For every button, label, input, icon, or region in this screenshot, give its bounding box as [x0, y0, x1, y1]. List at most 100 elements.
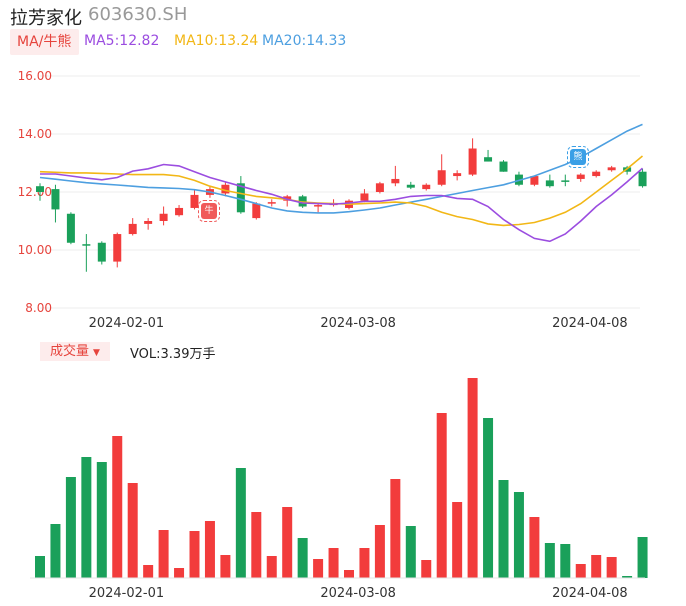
- candle-body: [159, 213, 168, 221]
- volume-bar: [328, 548, 339, 578]
- volume-bar: [266, 556, 277, 578]
- volume-bar: [174, 568, 185, 578]
- volume-bar: [374, 525, 385, 578]
- volume-bar: [390, 479, 401, 578]
- volume-bar: [513, 492, 524, 578]
- candle-body: [113, 234, 122, 262]
- volume-bar: [560, 544, 571, 578]
- candle-body: [561, 180, 570, 182]
- volume-bar: [452, 502, 463, 578]
- volume-bar: [544, 543, 555, 578]
- ma-indicator-selector[interactable]: MA/牛熊: [10, 29, 80, 55]
- candle-body: [236, 183, 245, 213]
- bear-marker-icon[interactable]: 熊: [567, 146, 589, 168]
- candle-body: [453, 173, 462, 177]
- x-tick-label: 2024-04-08: [552, 316, 628, 331]
- volume-bar: [344, 570, 354, 578]
- volume-bar: [436, 413, 447, 578]
- candle-body: [499, 161, 508, 172]
- volume-bar: [251, 512, 262, 578]
- volume-bar: [235, 468, 246, 578]
- volume-bar: [421, 560, 432, 578]
- volume-bar: [143, 565, 154, 578]
- candle-body: [406, 184, 415, 188]
- candle-body: [592, 171, 601, 177]
- candle-body: [97, 242, 106, 262]
- ma10-legend: MA10:13.24: [174, 33, 259, 49]
- stock-name: 拉芳家化: [10, 8, 82, 29]
- candle-body: [391, 178, 400, 184]
- volume-bar: [35, 556, 45, 578]
- y-tick-label: 8.00: [25, 301, 52, 315]
- x-tick-label: 2024-03-08: [320, 316, 396, 331]
- volume-bar: [189, 531, 200, 578]
- candle-body: [82, 244, 91, 246]
- y-tick-label: 10.00: [18, 243, 52, 257]
- ma20-legend: MA20:14.33: [262, 33, 347, 49]
- candle-body: [576, 174, 585, 179]
- candle-body: [314, 205, 323, 207]
- x-tick-label: 2024-02-01: [89, 586, 165, 601]
- volume-bar: [498, 480, 509, 578]
- candle-body: [175, 207, 184, 216]
- candle-body: [607, 167, 616, 171]
- volume-bar: [622, 576, 633, 578]
- candle-body: [360, 193, 369, 201]
- candle-body: [375, 183, 384, 192]
- ma20-line: [39, 123, 643, 214]
- volume-bar: [359, 548, 370, 578]
- volume-bar: [405, 526, 416, 578]
- candle-body: [252, 203, 261, 219]
- volume-bar: [483, 418, 494, 578]
- x-tick-label: 2024-03-08: [320, 586, 396, 601]
- volume-bar: [112, 436, 123, 578]
- volume-bar: [65, 477, 76, 578]
- volume-bar: [297, 538, 308, 578]
- x-tick-label: 2024-02-01: [89, 316, 165, 331]
- candle-body: [267, 202, 276, 204]
- ma5-legend: MA5:12.82: [84, 33, 160, 49]
- volume-bar: [204, 521, 215, 578]
- candle-body: [530, 176, 539, 185]
- volume-bar: [591, 555, 602, 578]
- volume-bar: [467, 378, 478, 578]
- volume-tag-label: 成交量: [50, 344, 90, 359]
- candle-body: [51, 189, 60, 210]
- caret-down-icon: ▼: [93, 348, 100, 358]
- candle-body: [190, 194, 199, 208]
- volume-bar: [606, 557, 617, 578]
- candle-body: [422, 184, 431, 190]
- candle-body: [128, 223, 137, 235]
- y-tick-label: 16.00: [18, 69, 52, 83]
- volume-bar: [637, 537, 648, 578]
- bull-marker-icon[interactable]: 牛: [198, 200, 220, 222]
- candle-body: [66, 213, 75, 243]
- ma10-line: [39, 155, 644, 227]
- candle-body: [468, 148, 477, 175]
- candle-body: [221, 184, 230, 194]
- candle-body: [638, 171, 647, 187]
- volume-bar: [313, 559, 324, 578]
- ma5-line: [40, 163, 644, 243]
- volume-bar: [575, 564, 586, 578]
- volume-indicator-selector[interactable]: 成交量 ▼: [40, 342, 110, 361]
- volume-bar: [158, 530, 169, 578]
- x-tick-label: 2024-04-08: [552, 586, 628, 601]
- y-tick-label: 12.00: [18, 185, 52, 199]
- candle-body: [545, 180, 554, 187]
- volume-value: VOL:3.39万手: [130, 347, 216, 362]
- volume-bar: [282, 507, 293, 578]
- volume-bar: [96, 462, 107, 578]
- volume-bar: [81, 457, 92, 578]
- volume-bar: [50, 524, 61, 578]
- stock-code: 603630.SH: [88, 4, 188, 25]
- candle-body: [36, 186, 44, 192]
- y-tick-label: 14.00: [18, 127, 52, 141]
- candle-body: [437, 170, 446, 185]
- volume-bar: [127, 483, 138, 578]
- candle-body: [484, 157, 493, 162]
- volume-bar: [220, 555, 231, 578]
- candle-body: [144, 221, 153, 224]
- volume-bar: [529, 517, 540, 578]
